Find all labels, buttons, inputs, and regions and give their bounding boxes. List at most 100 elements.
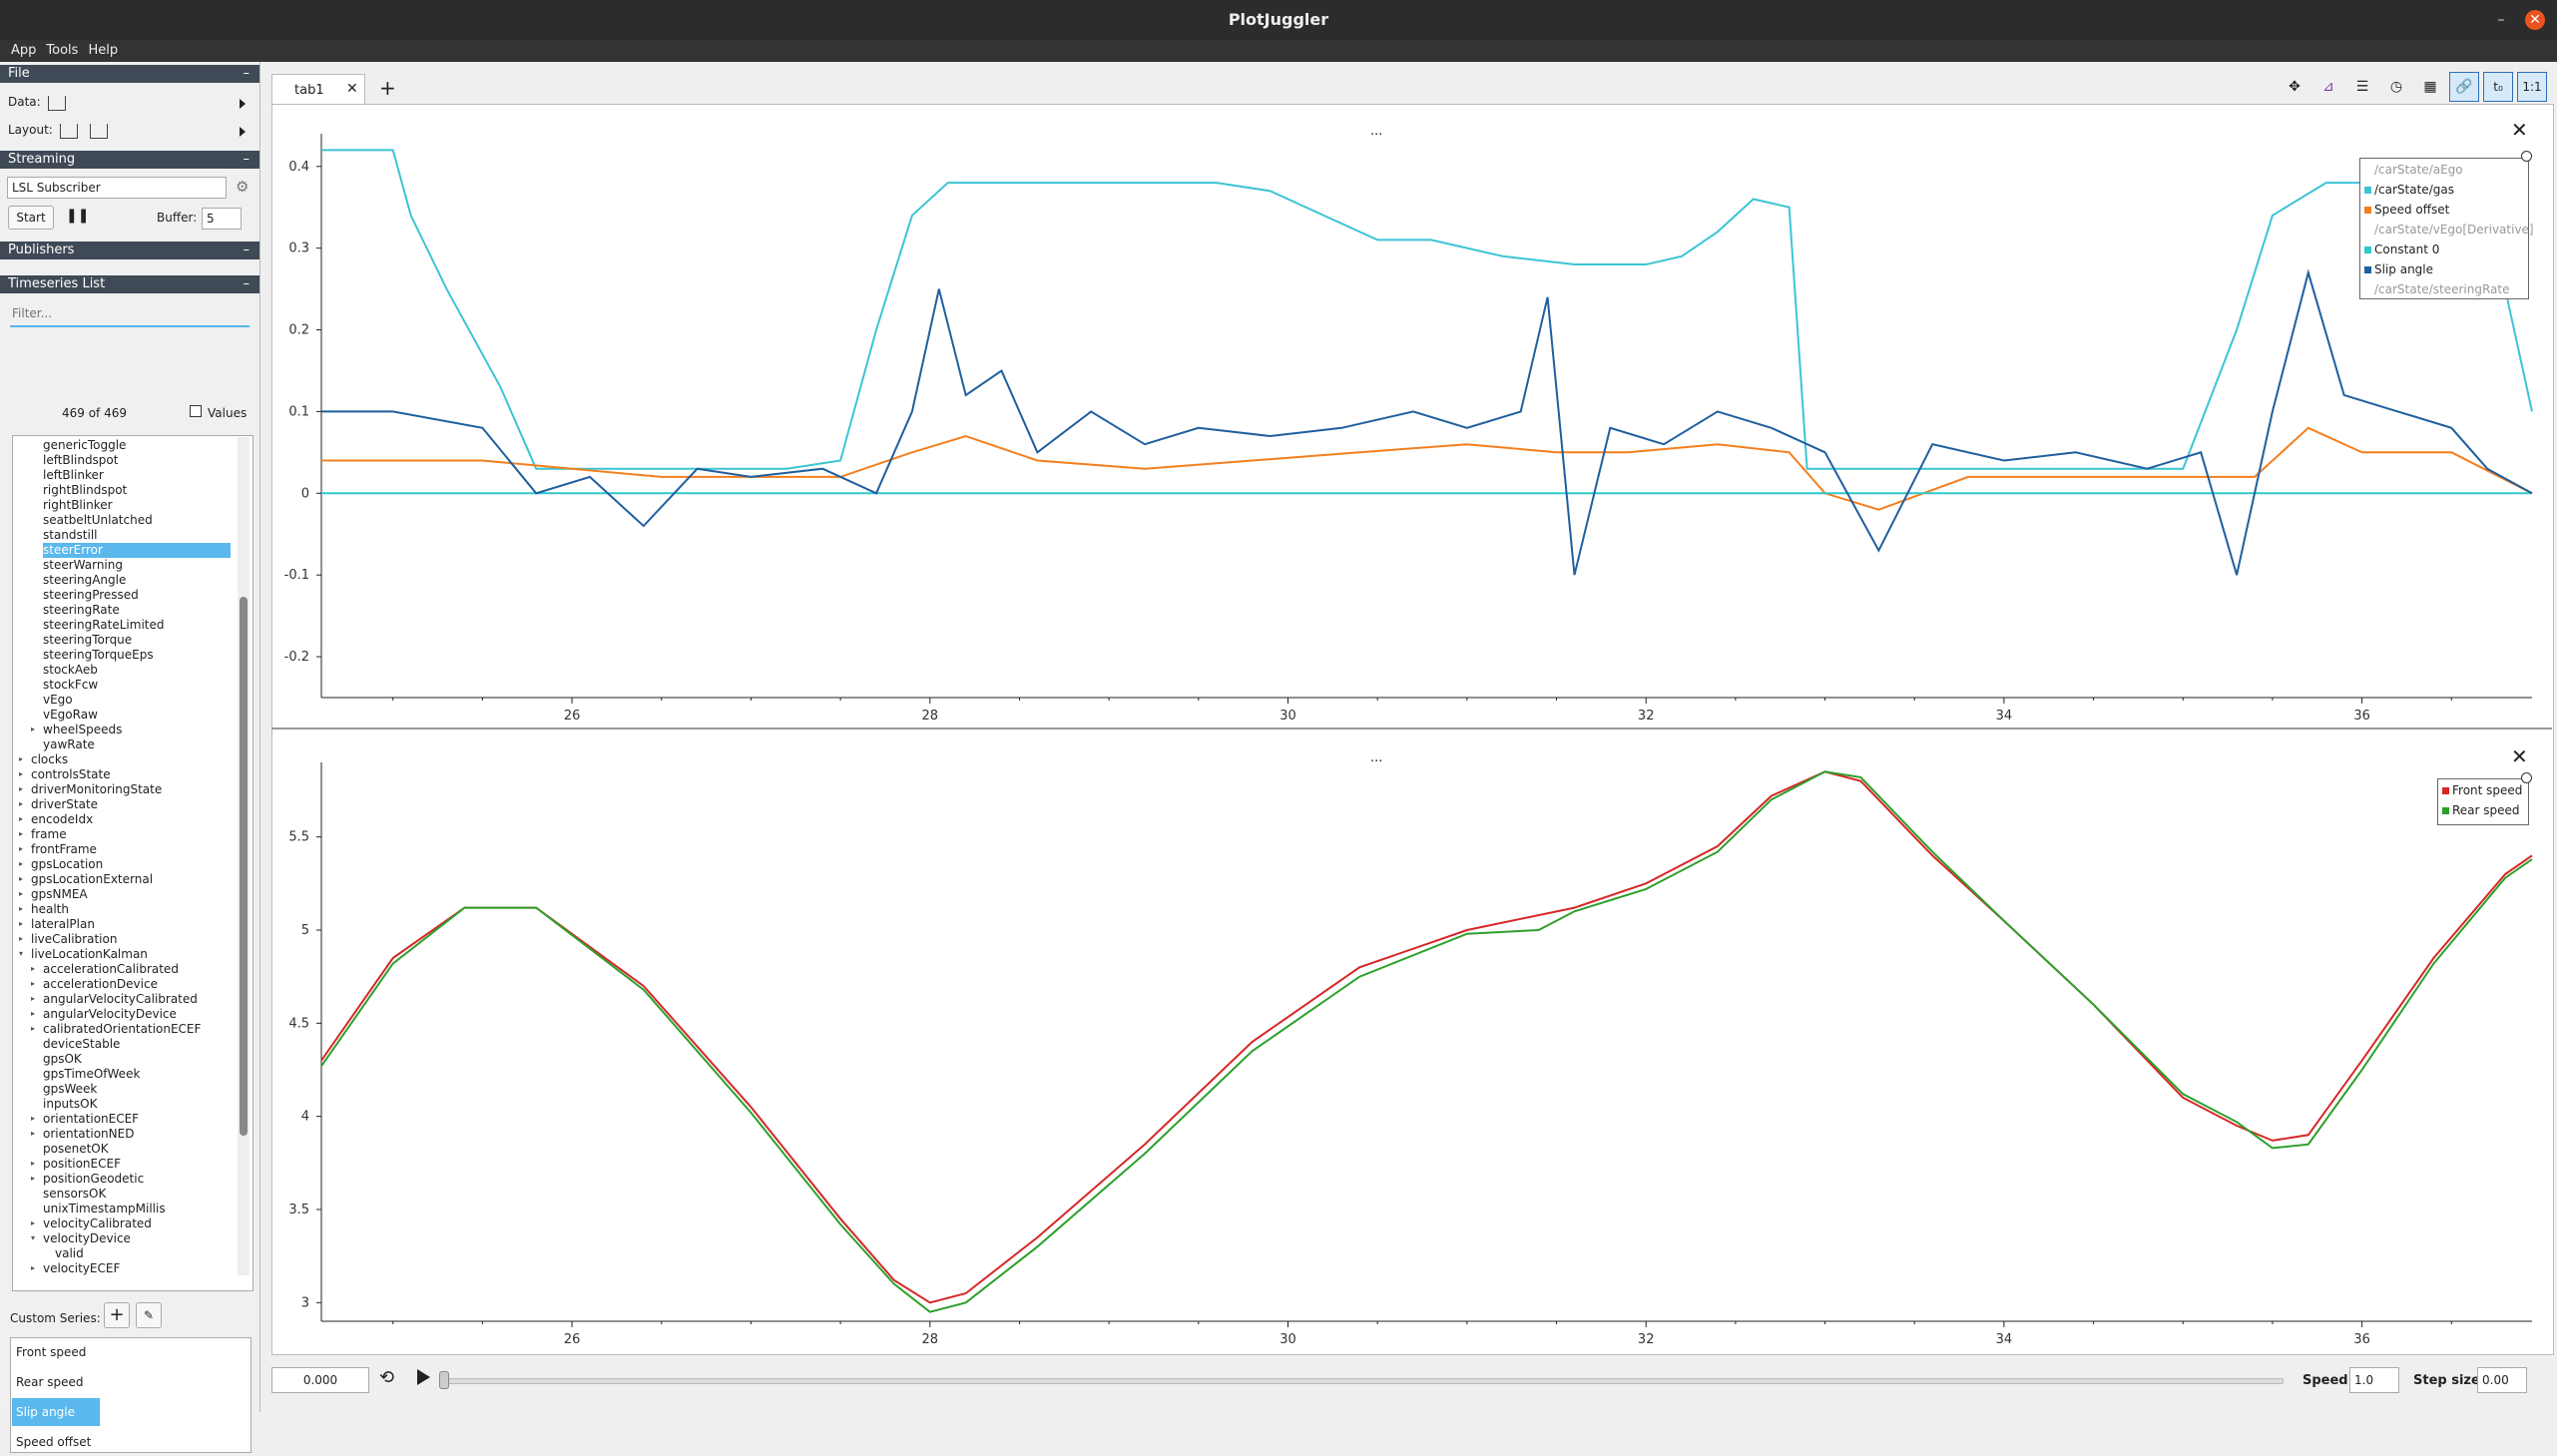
legend-item[interactable]: Rear speed <box>2442 801 2520 819</box>
time-field[interactable]: 0.000 <box>271 1367 369 1393</box>
tree-expand-icon[interactable]: ▸ <box>19 829 24 838</box>
tree-item[interactable]: health <box>31 902 69 916</box>
tree-item[interactable]: frame <box>31 827 67 841</box>
step-size-spinbox[interactable]: 0.00 <box>2477 1367 2527 1393</box>
save-layout-icon[interactable] <box>90 124 108 139</box>
tree-item[interactable]: vEgo <box>43 693 73 707</box>
timeseries-section-header[interactable]: Timeseries List – <box>0 275 259 293</box>
tree-expand-icon[interactable]: ▸ <box>19 844 24 853</box>
time-clock-icon[interactable]: ◷ <box>2389 79 2403 95</box>
tree-expand-icon[interactable]: ▸ <box>31 1218 36 1227</box>
ratio-icon[interactable]: 1:1 <box>2517 72 2547 102</box>
tree-item[interactable]: velocityECEF <box>43 1261 121 1275</box>
list-item[interactable]: Speed offset <box>16 1435 92 1449</box>
legend-item[interactable]: /carState/aEgo <box>2364 161 2463 179</box>
tree-expand-icon[interactable]: ▸ <box>19 859 24 868</box>
tree-item[interactable]: velocityCalibrated <box>43 1216 152 1230</box>
tree-item[interactable]: deviceStable <box>43 1037 121 1051</box>
tree-item[interactable]: accelerationDevice <box>43 977 158 991</box>
buffer-spinbox[interactable]: 5 <box>202 208 242 230</box>
tree-item[interactable]: steeringPressed <box>43 588 139 602</box>
tree-expand-icon[interactable]: ▸ <box>31 979 36 988</box>
list-item[interactable]: Slip angle <box>12 1398 100 1426</box>
tree-item[interactable]: angularVelocityDevice <box>43 1007 177 1021</box>
tree-item[interactable]: steeringAngle <box>43 573 127 587</box>
tree-item[interactable]: seatbeltUnlatched <box>43 513 153 527</box>
legend-icon[interactable]: ☰ <box>2355 79 2369 95</box>
menu-tools[interactable]: Tools <box>46 43 79 58</box>
tree-item[interactable]: driverMonitoringState <box>31 782 163 796</box>
move-icon[interactable]: ✥ <box>2289 79 2301 95</box>
tree-item[interactable]: clocks <box>31 752 69 766</box>
streaming-source-select[interactable]: LSL Subscriber <box>7 177 227 199</box>
tree-item[interactable]: encodeIdx <box>31 812 94 826</box>
tree-item[interactable]: inputsOK <box>43 1097 98 1111</box>
tree-expand-icon[interactable]: ▸ <box>31 1024 36 1033</box>
tree-item[interactable]: orientationNED <box>43 1127 135 1141</box>
tree-item[interactable]: steeringTorque <box>43 633 133 647</box>
tree-item[interactable]: driverState <box>31 797 99 811</box>
tree-item[interactable]: calibratedOrientationECEF <box>43 1022 202 1036</box>
tree-item[interactable]: posenetOK <box>43 1142 109 1156</box>
tree-item[interactable]: controlsState <box>31 767 111 781</box>
plot1-legend-handle-icon[interactable] <box>2521 151 2532 162</box>
tree-item[interactable]: stockAeb <box>43 663 98 677</box>
tree-expand-icon[interactable]: ▸ <box>31 725 36 733</box>
tree-item[interactable]: steeringRate <box>43 603 120 617</box>
speed-spinbox[interactable]: 1.0 <box>2349 1367 2399 1393</box>
time-zero-icon[interactable]: t₀ <box>2483 72 2513 102</box>
tree-item[interactable]: steerWarning <box>43 558 123 572</box>
loop-icon[interactable]: ⟲ <box>379 1367 395 1388</box>
tree-item[interactable]: standstill <box>43 528 98 542</box>
filter-input[interactable] <box>10 301 250 327</box>
tree-item[interactable]: frontFrame <box>31 842 97 856</box>
plot-bottom[interactable]: 3 3.5 4 4.5 5 5.5 26 28 30 32 34 36 <box>288 762 2533 1347</box>
tree-expand-icon[interactable]: ▸ <box>19 904 24 913</box>
tree-expand-icon[interactable]: ▸ <box>19 874 24 883</box>
plot2-legend-handle-icon[interactable] <box>2521 772 2532 783</box>
tree-item[interactable]: yawRate <box>43 737 95 751</box>
tree-item[interactable]: orientationECEF <box>43 1112 140 1126</box>
tree-expand-icon[interactable]: ▸ <box>19 769 24 778</box>
legend-item[interactable]: /carState/steeringRate <box>2364 280 2509 298</box>
tab-tab1[interactable]: tab1 ✕ <box>271 74 365 105</box>
menu-app[interactable]: App <box>11 43 37 58</box>
tree-expand-icon[interactable]: ▾ <box>31 1233 36 1242</box>
load-data-icon[interactable] <box>48 96 66 111</box>
tree-expand-icon[interactable]: ▸ <box>19 814 24 823</box>
tree-expand-icon[interactable]: ▸ <box>31 1263 36 1272</box>
grid-icon[interactable]: ▦ <box>2423 79 2437 95</box>
tree-expand-icon[interactable]: ▸ <box>19 784 24 793</box>
tree-expand-icon[interactable]: ▸ <box>19 934 24 943</box>
tree-item[interactable]: leftBlinker <box>43 468 104 482</box>
list-item[interactable]: Front speed <box>16 1345 87 1359</box>
tree-expand-icon[interactable]: ▸ <box>19 889 24 898</box>
tree-item[interactable]: rightBlinker <box>43 498 113 512</box>
tree-scrollbar[interactable] <box>238 437 250 1275</box>
tree-item[interactable]: vEgoRaw <box>43 708 98 722</box>
plot1-legend[interactable]: /carState/aEgo/carState/gas Speed offset /… <box>2359 158 2534 299</box>
tree-item[interactable]: stockFcw <box>43 678 99 692</box>
streaming-settings-icon[interactable]: ⚙ <box>236 178 250 196</box>
tree-item[interactable]: steeringRateLimited <box>43 618 165 632</box>
legend-item[interactable]: Slip angle <box>2364 260 2433 278</box>
tree-item[interactable]: positionGeodetic <box>43 1172 145 1186</box>
time-slider[interactable] <box>445 1378 2284 1384</box>
tree-item[interactable]: rightBlindspot <box>43 483 128 497</box>
tree-item[interactable]: valid <box>55 1246 84 1260</box>
tree-expand-icon[interactable]: ▸ <box>19 919 24 928</box>
streaming-section-header[interactable]: Streaming – <box>0 151 259 169</box>
tree-expand-icon[interactable]: ▸ <box>31 964 36 973</box>
tree-item[interactable]: accelerationCalibrated <box>43 962 179 976</box>
play-icon[interactable] <box>417 1369 430 1385</box>
tree-item[interactable]: gpsWeek <box>43 1082 98 1096</box>
file-section-header[interactable]: File – <box>0 65 259 83</box>
tree-item[interactable]: steeringTorqueEps <box>43 648 154 662</box>
plots-svg[interactable]: -0.2 -0.1 0 0.1 0.2 0.3 0.4 26 28 30 32 34 36 3 3.5 4 4… <box>271 104 2552 1353</box>
tree-item[interactable]: liveCalibration <box>31 932 118 946</box>
tree-item[interactable]: sensorsOK <box>43 1187 107 1201</box>
close-plot1-icon[interactable]: ✕ <box>2511 118 2528 142</box>
close-window-icon[interactable]: ✕ <box>2525 10 2545 30</box>
close-tab-icon[interactable]: ✕ <box>346 81 358 97</box>
publishers-section-header[interactable]: Publishers – <box>0 242 259 259</box>
